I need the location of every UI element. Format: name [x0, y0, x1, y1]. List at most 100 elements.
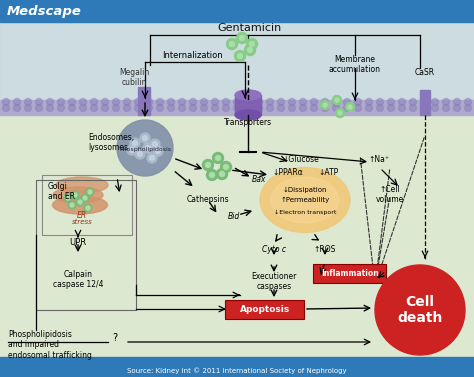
Circle shape	[465, 98, 472, 106]
Circle shape	[137, 152, 143, 156]
Circle shape	[344, 104, 350, 112]
Circle shape	[227, 38, 237, 49]
Circle shape	[255, 104, 263, 112]
FancyBboxPatch shape	[313, 264, 386, 282]
Circle shape	[135, 98, 142, 106]
Circle shape	[36, 104, 43, 112]
Text: UPR: UPR	[69, 238, 87, 247]
Circle shape	[229, 41, 235, 46]
Circle shape	[167, 98, 174, 106]
Circle shape	[289, 98, 295, 106]
Circle shape	[80, 104, 86, 112]
Text: ↓PPARα: ↓PPARα	[272, 168, 303, 177]
Circle shape	[355, 104, 362, 112]
Circle shape	[222, 98, 229, 106]
Circle shape	[338, 111, 342, 115]
Text: Inflammation: Inflammation	[321, 268, 379, 277]
Text: Bid: Bid	[228, 212, 240, 221]
Text: Internalization: Internalization	[162, 51, 222, 60]
Circle shape	[179, 104, 185, 112]
Circle shape	[112, 104, 119, 112]
Circle shape	[147, 153, 157, 163]
Circle shape	[332, 104, 339, 112]
Circle shape	[336, 109, 345, 118]
Circle shape	[25, 98, 31, 106]
Circle shape	[245, 98, 252, 106]
Bar	[0, 22, 474, 110]
Circle shape	[153, 146, 163, 156]
Circle shape	[320, 101, 329, 109]
Circle shape	[179, 98, 185, 106]
Ellipse shape	[271, 177, 339, 223]
Text: stress: stress	[72, 219, 92, 225]
Text: Bax: Bax	[252, 175, 266, 184]
Circle shape	[143, 135, 147, 141]
Circle shape	[133, 141, 137, 146]
Text: Source: Kidney Int © 2011 International Society of Nephrology: Source: Kidney Int © 2011 International …	[127, 368, 347, 374]
Circle shape	[156, 98, 164, 106]
Circle shape	[80, 98, 86, 106]
Circle shape	[216, 155, 220, 161]
Circle shape	[73, 193, 77, 197]
Circle shape	[25, 104, 31, 112]
Circle shape	[207, 170, 218, 181]
Circle shape	[124, 98, 130, 106]
Text: ↑Permeability: ↑Permeability	[281, 197, 329, 203]
Circle shape	[224, 164, 228, 170]
Circle shape	[222, 104, 229, 112]
Circle shape	[454, 104, 461, 112]
Text: Calpain
caspase 12/4: Calpain caspase 12/4	[53, 270, 103, 290]
Circle shape	[234, 98, 240, 106]
Circle shape	[323, 103, 327, 107]
Text: Megalin
cubilin: Megalin cubilin	[119, 68, 149, 87]
Circle shape	[201, 98, 208, 106]
Circle shape	[81, 194, 89, 202]
Ellipse shape	[53, 196, 108, 214]
Circle shape	[149, 155, 155, 161]
Circle shape	[135, 104, 142, 112]
Circle shape	[219, 172, 225, 176]
Circle shape	[234, 104, 240, 112]
Circle shape	[91, 98, 98, 106]
Circle shape	[277, 104, 284, 112]
Circle shape	[212, 153, 224, 164]
Circle shape	[69, 104, 75, 112]
Circle shape	[140, 133, 150, 143]
Text: ↓Electron transport: ↓Electron transport	[274, 209, 336, 215]
Text: ER: ER	[77, 210, 87, 219]
Circle shape	[410, 104, 417, 112]
Circle shape	[321, 98, 328, 106]
Circle shape	[69, 98, 75, 106]
Circle shape	[310, 104, 318, 112]
Circle shape	[57, 98, 64, 106]
Circle shape	[117, 120, 173, 176]
Circle shape	[2, 98, 9, 106]
Circle shape	[135, 149, 145, 159]
Circle shape	[247, 48, 253, 52]
Bar	[420, 90, 430, 115]
Circle shape	[332, 98, 339, 106]
Circle shape	[201, 104, 208, 112]
Circle shape	[249, 41, 255, 46]
Circle shape	[112, 98, 119, 106]
Circle shape	[239, 35, 245, 40]
Circle shape	[84, 204, 92, 212]
Ellipse shape	[56, 177, 108, 193]
Circle shape	[310, 98, 318, 106]
Circle shape	[410, 98, 417, 106]
Circle shape	[245, 104, 252, 112]
Circle shape	[88, 190, 92, 194]
Text: Phospholipidosis
and impaired
endosomal trafficking: Phospholipidosis and impaired endosomal …	[8, 330, 92, 360]
Circle shape	[388, 98, 394, 106]
Circle shape	[376, 104, 383, 112]
Circle shape	[210, 173, 215, 178]
Circle shape	[266, 98, 273, 106]
Circle shape	[211, 98, 219, 106]
Circle shape	[335, 98, 339, 102]
Circle shape	[375, 265, 465, 355]
Circle shape	[13, 104, 20, 112]
Circle shape	[202, 159, 213, 170]
Circle shape	[443, 104, 449, 112]
Circle shape	[129, 147, 135, 153]
Text: Apoptosis: Apoptosis	[240, 305, 290, 314]
